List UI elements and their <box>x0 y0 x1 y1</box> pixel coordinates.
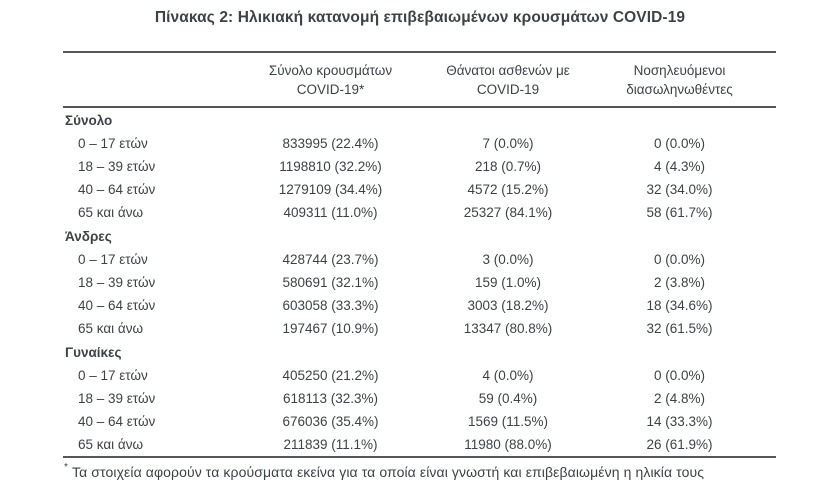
cell-cases: 618113 (32.3%) <box>282 391 379 406</box>
table-row: 18 – 39 ετών 1198810 (32.2%) 218 (0.7%) … <box>63 155 776 178</box>
header-total-cases: Σύνολο κρουσμάτων COVID-19* <box>228 61 433 99</box>
cell-deaths: 13347 (80.8%) <box>463 321 553 336</box>
cell-deaths: 4572 (15.2%) <box>467 182 549 197</box>
cell-intubated: 18 (34.6%) <box>646 298 713 313</box>
table-row: 65 και άνω 409311 (11.0%) 25327 (84.1%) … <box>63 201 776 224</box>
row-label: 40 – 64 ετών <box>78 414 156 429</box>
row-label: 40 – 64 ετών <box>78 182 156 197</box>
section-women-label: Γυναίκες <box>65 344 122 360</box>
table-header-row: Σύνολο κρουσμάτων COVID-19* Θάνατοι ασθε… <box>63 53 776 106</box>
cell-cases: 580691 (32.1%) <box>282 275 379 290</box>
cell-deaths: 159 (1.0%) <box>474 275 542 290</box>
cell-intubated: 26 (61.9%) <box>646 437 713 452</box>
cell-cases: 833995 (22.4%) <box>282 136 379 151</box>
table-row: 18 – 39 ετών 580691 (32.1%) 159 (1.0%) 2… <box>63 271 776 294</box>
table-row: 18 – 39 ετών 618113 (32.3%) 59 (0.4%) 2 … <box>63 387 776 410</box>
cell-cases: 405250 (21.2%) <box>282 368 379 383</box>
header-deaths-line2: COVID-19 <box>476 81 540 97</box>
cell-intubated: 2 (4.8%) <box>653 391 706 406</box>
cell-cases: 428744 (23.7%) <box>282 252 379 267</box>
cell-deaths: 3 (0.0%) <box>482 252 534 267</box>
header-deaths: Θάνατοι ασθενών με COVID-19 <box>433 61 583 99</box>
table-row: 0 – 17 ετών 428744 (23.7%) 3 (0.0%) 0 (0… <box>63 248 776 271</box>
cell-cases: 676036 (35.4%) <box>282 414 379 429</box>
cell-intubated: 0 (0.0%) <box>653 368 706 383</box>
table-bottom-rule <box>63 456 776 458</box>
row-label: 65 και άνω <box>78 437 144 452</box>
row-label: 0 – 17 ετών <box>78 252 148 267</box>
footnote: * Τα στοιχεία αφορούν τα κρούσματα εκείνα… <box>64 462 804 480</box>
table-top-rule <box>63 51 776 53</box>
covid-age-distribution-table: Σύνολο κρουσμάτων COVID-19* Θάνατοι ασθε… <box>63 51 776 458</box>
cell-intubated: 32 (61.5%) <box>646 321 713 336</box>
page-title: Πίνακας 2: Ηλικιακή κατανομή επιβεβαιωμέ… <box>154 9 686 26</box>
cell-cases: 603058 (33.3%) <box>282 298 379 313</box>
cell-deaths: 7 (0.0%) <box>482 136 534 151</box>
cell-intubated: 14 (33.3%) <box>646 414 713 429</box>
row-label: 0 – 17 ετών <box>78 136 148 151</box>
header-deaths-line1: Θάνατοι ασθενών με <box>446 62 570 78</box>
cell-deaths: 4 (0.0%) <box>482 368 534 383</box>
cell-cases: 1279109 (34.4%) <box>278 182 383 197</box>
cell-intubated: 0 (0.0%) <box>653 136 706 151</box>
cell-deaths: 3003 (18.2%) <box>467 298 549 313</box>
row-label: 0 – 17 ετών <box>78 368 148 383</box>
cell-deaths: 25327 (84.1%) <box>463 205 553 220</box>
row-label: 65 και άνω <box>78 205 144 220</box>
cell-intubated: 2 (3.8%) <box>653 275 706 290</box>
cell-intubated: 32 (34.0%) <box>646 182 713 197</box>
section-men-label: Άνδρες <box>65 228 112 244</box>
footnote-text: Τα στοιχεία αφορούν τα κρούσματα εκείνα … <box>72 464 705 480</box>
cell-cases: 409311 (11.0%) <box>283 205 378 220</box>
table-row: 0 – 17 ετών 833995 (22.4%) 7 (0.0%) 0 (0… <box>63 132 776 155</box>
header-total-cases-line2: COVID-19* <box>296 81 365 97</box>
section-total-label: Σύνολο <box>65 112 113 128</box>
table-row: 40 – 64 ετών 603058 (33.3%) 3003 (18.2%)… <box>63 294 776 317</box>
footnote-marker: * <box>64 462 68 473</box>
table-row: 65 και άνω 211839 (11.1%) 11980 (88.0%) … <box>63 433 776 456</box>
cell-deaths: 11980 (88.0%) <box>464 437 552 452</box>
header-intubated-line2: διασωληνωθέντες <box>626 81 733 97</box>
table-header-rule <box>63 106 776 108</box>
cell-cases: 211839 (11.1%) <box>283 437 378 452</box>
table-row: 40 – 64 ετών 1279109 (34.4%) 4572 (15.2%… <box>63 178 776 201</box>
header-intubated-line1: Νοσηλευόμενοι <box>633 62 726 78</box>
row-label: 65 και άνω <box>78 321 144 336</box>
cell-intubated: 58 (61.7%) <box>646 205 713 220</box>
cell-intubated: 4 (4.3%) <box>653 159 706 174</box>
header-intubated: Νοσηλευόμενοι διασωληνωθέντες <box>583 61 776 99</box>
cell-deaths: 218 (0.7%) <box>474 159 542 174</box>
row-label: 18 – 39 ετών <box>78 275 156 290</box>
row-label: 18 – 39 ετών <box>78 391 156 406</box>
table-row: 65 και άνω 197467 (10.9%) 13347 (80.8%) … <box>63 317 776 340</box>
cell-deaths: 59 (0.4%) <box>478 391 538 406</box>
cell-intubated: 0 (0.0%) <box>653 252 706 267</box>
table-row: 40 – 64 ετών 676036 (35.4%) 1569 (11.5%)… <box>63 410 776 433</box>
header-total-cases-line1: Σύνολο κρουσμάτων <box>268 62 393 78</box>
cell-deaths: 1569 (11.5%) <box>467 414 549 429</box>
table-row: 0 – 17 ετών 405250 (21.2%) 4 (0.0%) 0 (0… <box>63 364 776 387</box>
cell-cases: 1198810 (32.2%) <box>279 159 382 174</box>
row-label: 40 – 64 ετών <box>78 298 156 313</box>
cell-cases: 197467 (10.9%) <box>282 321 379 336</box>
row-label: 18 – 39 ετών <box>78 159 156 174</box>
